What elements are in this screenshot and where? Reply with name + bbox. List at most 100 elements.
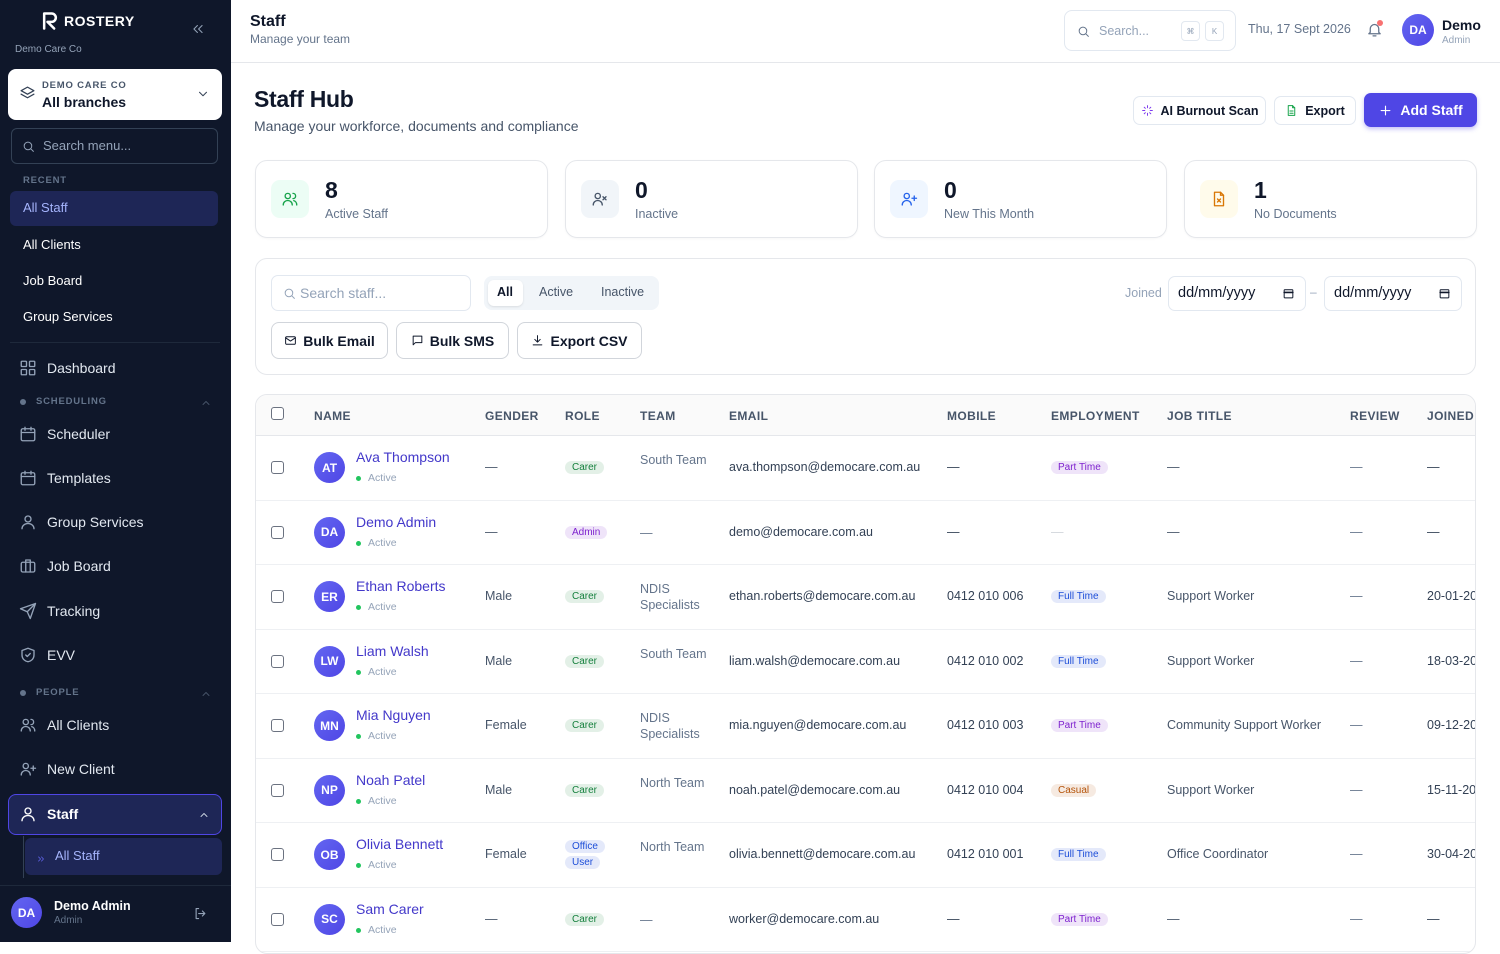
gender: Female: [485, 847, 527, 862]
icon: [531, 334, 544, 347]
notifications[interactable]: [1366, 21, 1383, 43]
mobile: 0412 010 003: [947, 718, 1024, 733]
nav-link[interactable]: Tracking: [47, 603, 101, 619]
checkbox[interactable]: [271, 654, 284, 668]
column-header[interactable]: REVIEW: [1350, 409, 1400, 423]
icon: [200, 813, 208, 817]
date-input[interactable]: dd/mm/yyyy: [1168, 276, 1306, 311]
icon: [21, 515, 35, 530]
checkbox[interactable]: [271, 912, 284, 926]
row-border: [256, 757, 1475, 759]
icon: [19, 469, 37, 492]
checkbox[interactable]: [271, 407, 284, 420]
icon: [19, 646, 37, 669]
badge: Full Time: [1051, 589, 1106, 604]
divider: [10, 342, 220, 343]
column-header[interactable]: GENDER: [485, 409, 539, 423]
global-search[interactable]: Search... ⌘ K: [1064, 10, 1236, 51]
column-header[interactable]: ROLE: [565, 409, 600, 423]
mobile: —: [947, 524, 960, 539]
date-placeholder: dd/mm/yyyy: [1334, 285, 1412, 301]
logout[interactable]: [193, 906, 208, 926]
badge-text: Carer: [565, 719, 605, 733]
nav-link[interactable]: Dashboard: [47, 360, 116, 376]
date-input[interactable]: dd/mm/yyyy: [1324, 276, 1462, 311]
joined: —: [1427, 460, 1440, 475]
nav-link[interactable]: New Client: [47, 761, 115, 777]
column-header[interactable]: JOINED: [1427, 409, 1475, 423]
icon: [20, 470, 36, 486]
joined: 15-11-202: [1427, 782, 1476, 797]
team: —: [640, 912, 653, 927]
staff-name[interactable]: Olivia Bennett: [356, 836, 444, 853]
filter-tab[interactable]: Active: [539, 285, 574, 299]
collapse[interactable]: [191, 22, 205, 41]
column-header[interactable]: EMPLOYMENT: [1051, 409, 1140, 423]
table-header-bg: [256, 395, 1475, 436]
icon: [20, 718, 36, 732]
nav-link[interactable]: All Staff: [55, 848, 100, 863]
nav-link[interactable]: EVV: [47, 647, 76, 663]
icon: [283, 287, 296, 305]
chevron: [200, 396, 212, 414]
checkbox[interactable]: [271, 461, 284, 475]
bulk-button[interactable]: Export CSV: [517, 322, 642, 359]
staff-name[interactable]: Demo Admin: [356, 513, 437, 530]
badge: Office User: [565, 839, 605, 871]
checkbox[interactable]: [271, 590, 284, 604]
stat-card: 0 Inactive: [565, 160, 858, 238]
status-dot: [356, 540, 361, 546]
bulk-button[interactable]: Bulk Email: [271, 322, 388, 359]
column-header[interactable]: MOBILE: [947, 409, 997, 423]
staff-name[interactable]: Sam Carer: [356, 900, 424, 917]
column-header[interactable]: JOB TITLE: [1167, 409, 1232, 423]
bulk-button[interactable]: Bulk SMS: [396, 322, 509, 359]
nav-link[interactable]: Job Board: [23, 273, 83, 288]
action-button[interactable]: Export: [1274, 96, 1356, 125]
nav-link[interactable]: Group Services: [47, 514, 144, 530]
icon: [900, 190, 918, 213]
checkbox[interactable]: [271, 719, 284, 733]
nav-link[interactable]: Staff: [47, 806, 79, 822]
staff-name[interactable]: Ava Thompson: [356, 449, 450, 466]
staff-name[interactable]: Liam Walsh: [356, 642, 429, 659]
branch-selector[interactable]: DEMO CARE CO All branches: [8, 69, 222, 120]
avatar: SC: [314, 903, 345, 935]
checkbox[interactable]: [271, 783, 284, 797]
staff-search[interactable]: Search staff...: [271, 275, 471, 311]
nav-link[interactable]: All Clients: [23, 237, 81, 252]
row-border: [256, 822, 1475, 823]
icon: [1210, 190, 1228, 213]
nav-link[interactable]: Templates: [47, 470, 111, 486]
badge-text: Part Time: [1051, 912, 1108, 926]
nav-link[interactable]: Scheduler: [47, 426, 111, 442]
nav-link[interactable]: Group Services: [23, 309, 113, 324]
nav-link[interactable]: All Clients: [47, 717, 110, 733]
chevron: [200, 687, 212, 705]
checkbox[interactable]: [271, 848, 284, 862]
stat-icon: [890, 180, 928, 218]
column-header[interactable]: EMAIL: [729, 409, 769, 423]
badge: Carer: [565, 912, 605, 927]
org-name: Demo Care Co: [15, 44, 82, 55]
checkbox[interactable]: [271, 525, 284, 539]
team: South Team: [640, 453, 707, 468]
gender: —: [485, 460, 498, 475]
stat-label: Active Staff: [325, 207, 388, 221]
filter-tab[interactable]: Inactive: [601, 285, 645, 299]
email: ava.thompson@democare.com.au: [729, 460, 921, 475]
staff-name[interactable]: Mia Nguyen: [356, 707, 431, 724]
staff-name[interactable]: Ethan Roberts: [356, 578, 446, 595]
staff-name[interactable]: Noah Patel: [356, 771, 426, 788]
icon: [20, 426, 36, 442]
column-header[interactable]: NAME: [314, 409, 351, 423]
action-button[interactable]: AI Burnout Scan: [1133, 96, 1266, 125]
column-header[interactable]: TEAM: [640, 409, 676, 423]
icon: [19, 513, 37, 536]
filter-tab[interactable]: All: [497, 285, 513, 299]
badge-text: Full Time: [1051, 654, 1106, 668]
nav-link[interactable]: Job Board: [47, 558, 111, 574]
action-button[interactable]: Add Staff: [1364, 93, 1477, 127]
nav-link[interactable]: All Staff: [23, 200, 68, 215]
menu-search[interactable]: Search menu...: [11, 128, 218, 164]
